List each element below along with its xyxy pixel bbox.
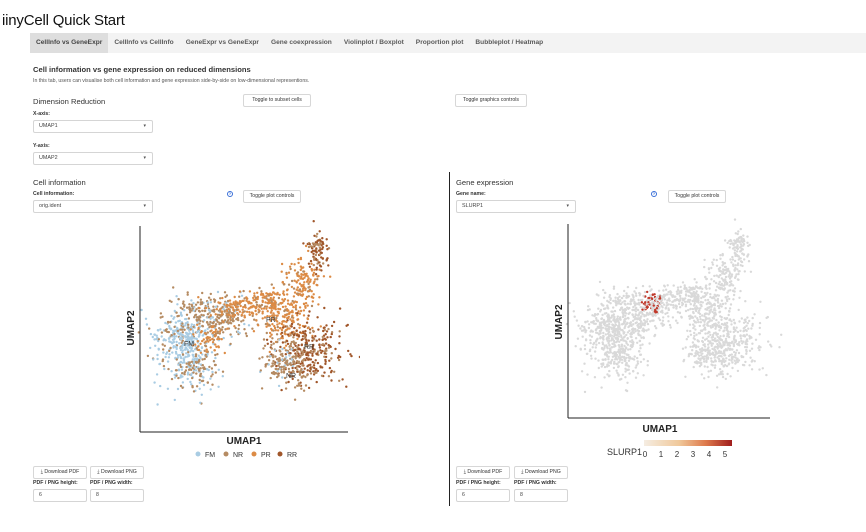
colorbar-tick-5: 5 [723, 450, 728, 459]
cellinfo-download-pdf-button[interactable]: ⤓ Download PDF [33, 466, 87, 479]
download-pdf-label: Download PDF [44, 469, 80, 475]
cellinfo-toggle-plot-button[interactable]: Toggle plot controls [243, 190, 301, 203]
chevron-down-icon: ▾ [143, 123, 146, 129]
legend-label-fm: FM [205, 452, 215, 459]
geneexpr-toggle-plot-button[interactable]: Toggle plot controls [668, 190, 726, 203]
cluster-label-pr: PR [266, 317, 276, 324]
colorbar-tick-2: 2 [675, 450, 680, 459]
gene-name-value: SLURP1 [462, 203, 483, 209]
cellinfo-width-label: PDF / PNG width: [90, 480, 133, 486]
download-icon: ⤓ [463, 469, 468, 475]
cellinfo-points [137, 220, 360, 406]
question-circle-icon[interactable]: ? [651, 191, 657, 197]
cellinfo-legend: FM NR PR RR [195, 451, 297, 459]
cluster-label-rr: RR [304, 344, 314, 351]
chevron-down-icon: ▾ [143, 203, 146, 209]
download-icon: ⤓ [40, 469, 45, 475]
tab-bar: CellInfo vs GeneExpr CellInfo vs CellInf… [30, 33, 866, 53]
cellinfo-heading: Cell information [33, 178, 86, 187]
tab-proportion-plot[interactable]: Proportion plot [415, 39, 464, 46]
cellinfo-select[interactable]: orig.ident ▾ [33, 200, 153, 213]
geneexpr-width-label: PDF / PNG width: [514, 480, 557, 486]
geneexpr-points [565, 218, 783, 394]
legend-dot-rr [277, 451, 283, 457]
chevron-down-icon: ▾ [566, 203, 569, 209]
cluster-label-nr: NR [286, 373, 296, 380]
dimred-heading: Dimension Reduction [33, 97, 106, 106]
legend-label-pr: PR [261, 452, 271, 459]
section-description: In this tab, users can visualise both ce… [33, 78, 310, 84]
colorbar-tick-1: 1 [659, 450, 664, 459]
x-axis-label: X-axis: [33, 111, 51, 117]
toggle-subset-button[interactable]: Toggle to subset cells [243, 94, 311, 107]
download-png-label: Download PNG [100, 469, 137, 475]
cellinfo-umap-svg: UMAP1 UMAP2 FM NR PR RR FM NR PR RR [126, 220, 360, 459]
y-axis-select[interactable]: UMAP2 ▾ [33, 152, 153, 165]
download-pdf-label: Download PDF [467, 469, 503, 475]
colorbar-tick-4: 4 [707, 450, 712, 459]
tab-gene-coexpression[interactable]: Gene coexpression [271, 39, 332, 46]
cellinfo-umap-plot: UMAP1 UMAP2 FM NR PR RR FM NR PR RR [120, 218, 360, 468]
cellinfo-label: Cell information: [33, 191, 75, 197]
legend-label-nr: NR [233, 452, 243, 459]
gene-name-select[interactable]: SLURP1 ▾ [456, 200, 576, 213]
geneexpr-height-input[interactable]: 6 [456, 489, 510, 502]
panel-divider [449, 172, 450, 506]
legend-label-rr: RR [287, 452, 297, 459]
tab-bubbleplot-heatmap[interactable]: Bubbleplot / Heatmap [475, 39, 544, 46]
legend-dot-pr [251, 451, 257, 457]
cellinfo-ylabel: UMAP2 [126, 310, 137, 345]
tab-violinplot-boxplot[interactable]: Violinplot / Boxplot [343, 39, 404, 46]
cellinfo-download-png-button[interactable]: ⤓ Download PNG [90, 466, 144, 479]
x-axis-select[interactable]: UMAP1 ▾ [33, 120, 153, 133]
geneexpr-heading: Gene expression [456, 178, 514, 187]
geneexpr-download-png-button[interactable]: ⤓ Download PNG [514, 466, 568, 479]
cellinfo-value: orig.ident [39, 203, 62, 209]
legend-dot-fm [195, 451, 201, 457]
cluster-label-fm: FM [184, 341, 194, 348]
colorbar-tick-0: 0 [643, 450, 648, 459]
geneexpr-download-pdf-button[interactable]: ⤓ Download PDF [456, 466, 510, 479]
geneexpr-umap-plot: UMAP1 UMAP2 SLURP1 0 1 2 3 4 5 [548, 218, 788, 468]
x-axis-value: UMAP1 [39, 123, 58, 129]
app-title: iinyCell Quick Start [2, 12, 125, 29]
geneexpr-umap-svg: UMAP1 UMAP2 SLURP1 0 1 2 3 4 5 [554, 218, 783, 459]
cellinfo-width-input[interactable]: 8 [90, 489, 144, 502]
cellinfo-height-label: PDF / PNG height: [33, 480, 78, 486]
colorbar [644, 440, 732, 446]
tab-geneexpr-vs-geneexpr[interactable]: GeneExpr vs GeneExpr [185, 39, 259, 46]
section-title: Cell information vs gene expression on r… [33, 65, 251, 74]
download-icon: ⤓ [521, 469, 525, 475]
cellinfo-xlabel: UMAP1 [226, 436, 261, 447]
colorbar-title: SLURP1 [607, 447, 642, 457]
legend-dot-nr [223, 451, 229, 457]
download-png-label: Download PNG [524, 469, 561, 475]
geneexpr-width-input[interactable]: 8 [514, 489, 568, 502]
download-icon: ⤓ [97, 469, 101, 475]
geneexpr-ylabel: UMAP2 [554, 304, 565, 339]
y-axis-label: Y-axis: [33, 143, 50, 149]
chevron-down-icon: ▾ [143, 155, 146, 161]
cellinfo-height-input[interactable]: 6 [33, 489, 87, 502]
colorbar-ticks: 0 1 2 3 4 5 [643, 450, 728, 459]
tab-cellinfo-vs-geneexpr[interactable]: CellInfo vs GeneExpr [30, 33, 109, 53]
colorbar-tick-3: 3 [691, 450, 696, 459]
geneexpr-xlabel: UMAP1 [642, 424, 677, 435]
y-axis-value: UMAP2 [39, 155, 58, 161]
geneexpr-label: Gene name: [456, 191, 486, 197]
geneexpr-height-label: PDF / PNG height: [456, 480, 501, 486]
tab-cellinfo-vs-cellinfo[interactable]: CellInfo vs CellInfo [114, 39, 174, 46]
question-circle-icon[interactable]: ? [227, 191, 233, 197]
toggle-graphics-button[interactable]: Toggle graphics controls [455, 94, 527, 107]
